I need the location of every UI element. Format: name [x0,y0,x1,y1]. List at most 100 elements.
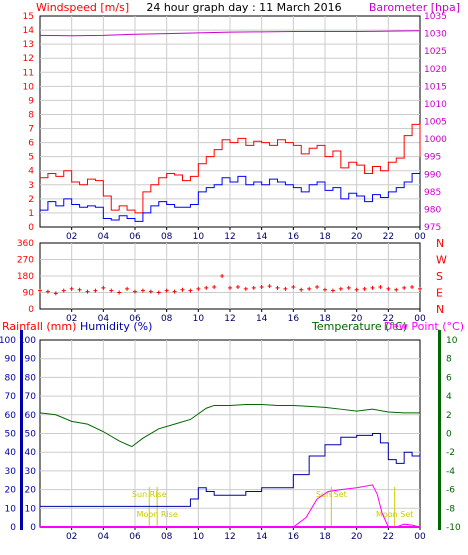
windspeed-tick-label: 5 [28,153,34,163]
direction-point [299,287,304,292]
direction-point [330,288,335,293]
x-tick-label: 10 [193,314,205,324]
x-tick-label: 14 [256,532,268,542]
temperature-tick-label: 8 [446,355,452,365]
temperature-tick-label: -2 [446,448,455,458]
annotation-label: Sun Set [316,490,347,499]
direction-point [323,287,327,292]
x-tick-label: 08 [161,532,173,542]
direction-axis-ticks: 0 90 180 270 360 [17,239,34,315]
direction-point [93,288,98,293]
direction-point [140,288,145,293]
x-tick-label: 12 [224,232,235,242]
temperature-tick-label: 6 [446,373,452,383]
windspeed-axis-label: Windspeed [m/s] [36,1,129,14]
x-tick-label: 00 [414,532,426,542]
direction-point [77,287,82,292]
barometer-tick-label: 975 [424,223,441,233]
direction-point [164,288,169,293]
direction-point [410,285,415,289]
rainfall-tick-label: 40 [5,448,17,458]
humidity-tick-label: 80 [25,373,37,383]
barometer-tick-label: 980 [424,205,441,215]
barometer-tick-label: 1015 [424,82,447,92]
direction-point [172,289,177,294]
direction-point [394,287,399,292]
direction-point [196,286,201,291]
compass-letter: E [436,287,443,300]
temperature-tick-label: -4 [446,467,455,477]
windspeed-tick-label: 4 [28,167,34,177]
dewpoint-axis-label: Dew Point (°C) [384,320,464,333]
windspeed-tick-label: 7 [28,125,34,135]
rainfall-tick-label: 50 [5,430,17,440]
annotation-label: Moon Rise [137,510,178,519]
temperature-axis-bar [438,330,441,530]
x-tick-label: 08 [161,314,173,324]
direction-point [53,291,58,296]
direction-point [220,274,225,278]
direction-point [251,285,256,290]
chart-title: 24 hour graph day : 11 March 2016 [146,1,341,14]
x-tick-label: 04 [98,232,110,242]
direction-point [188,288,193,293]
direction-point [291,285,296,289]
series-wind-gust-line [40,123,421,214]
series-wind-direction-points [38,274,422,296]
barometer-tick-label: 995 [424,153,441,163]
barometer-tick-label: 1000 [424,135,447,145]
direction-tick-label: 360 [17,239,34,249]
windspeed-tick-label: 13 [23,40,34,50]
rainfall-tick-label: 20 [5,486,17,496]
windspeed-tick-label: 11 [23,68,34,78]
x-tick-label: 10 [193,232,205,242]
x-tick-label: 12 [224,314,235,324]
temperature-tick-label: 4 [446,392,452,402]
compass-letter: W [436,254,447,267]
direction-point [69,286,74,291]
annotation-label: Sun Rise [132,490,167,499]
rainfall-tick-label: 90 [5,355,17,365]
x-tick-label: 20 [351,314,363,324]
direction-point [370,285,375,290]
direction-point [235,285,240,289]
barometer-tick-label: 1020 [424,65,447,75]
x-tick-label: 22 [383,532,394,542]
series-barometer-line [39,30,421,37]
temp-panel-gridlines [40,340,420,527]
direction-point [204,285,209,290]
direction-point [378,285,383,289]
direction-point [85,289,90,294]
direction-point [101,285,106,290]
x-tick-label: 18 [319,532,331,542]
barometer-axis-ticks: 975 980 985 990 995 1000 1005 1010 1015 1020 1025 1… [424,12,447,233]
direction-point [402,285,407,290]
direction-point [315,285,320,289]
x-tick-label: 18 [319,232,331,242]
direction-point [38,288,42,293]
temperature-tick-label: -10 [446,523,461,533]
temperature-tick-label: 10 [446,336,458,346]
direction-tick-label: 90 [23,289,35,299]
x-tick-label: 00 [414,232,426,242]
compass-letter: N [436,303,444,316]
rainfall-tick-label: 80 [5,373,17,383]
x-tick-label: 10 [193,532,205,542]
x-tick-label: 08 [161,232,173,242]
direction-point [61,288,66,293]
direction-point [117,290,122,295]
x-tick-label: 02 [66,532,77,542]
rainfall-tick-label: 10 [5,504,17,514]
sun-moon-annotations: Sun Rise Moon Rise Sun Set Moon Set [132,487,413,527]
direction-panel-time-axis: 02 04 06 08 10 12 14 16 18 20 22 00 [66,309,426,324]
temperature-tick-label: 2 [446,411,452,421]
compass-letter: S [436,270,443,283]
humidity-tick-label: 90 [25,355,37,365]
temperature-tick-label: -8 [446,504,455,514]
humidity-tick-label: 10 [25,504,37,514]
